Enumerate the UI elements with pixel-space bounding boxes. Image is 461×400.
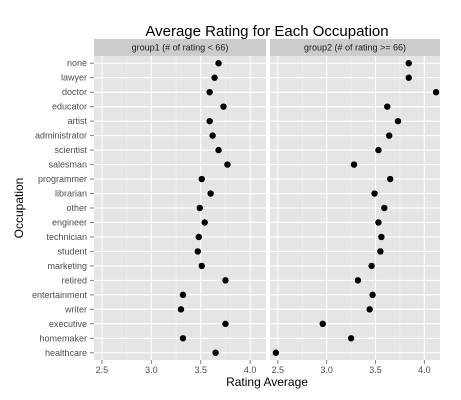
y-tick-label: marketing — [47, 261, 87, 271]
panels: group1 (# of rating < 66) group2 (# of ra… — [94, 39, 440, 360]
data-point — [350, 161, 358, 168]
x-axis-title: Rating Average — [226, 375, 308, 389]
y-tick-label: retired — [61, 275, 87, 285]
y-tick-label: educator — [52, 102, 87, 112]
panel-strip — [94, 39, 266, 56]
x-tick-label: 3.5 — [369, 365, 382, 375]
y-tick-label: programmer — [38, 174, 87, 184]
x-tick-label: 4.0 — [418, 365, 431, 375]
data-point — [375, 146, 382, 154]
data-point — [222, 320, 229, 328]
x-tick-label: 2.5 — [272, 365, 285, 375]
x-tick-label: 4.0 — [244, 365, 257, 375]
data-point — [206, 117, 213, 125]
data-point — [375, 219, 382, 226]
data-point — [215, 60, 222, 67]
y-axis-title: Occupation — [12, 178, 26, 239]
panel-2: group2 (# of rating >= 66) — [270, 39, 440, 360]
y-tick-label: librarian — [55, 189, 87, 199]
data-point — [222, 277, 229, 284]
data-point — [220, 103, 227, 110]
y-tick-label: doctor — [62, 87, 87, 97]
y-tick-label: other — [66, 203, 87, 213]
chart-title: Average Rating for Each Occupation — [145, 23, 388, 40]
data-point — [198, 175, 205, 183]
y-tick-label: executive — [49, 319, 87, 329]
y-tick-label: student — [57, 246, 87, 256]
data-point — [369, 291, 376, 299]
data-point — [196, 204, 203, 212]
data-point — [215, 146, 222, 154]
data-point — [201, 219, 208, 226]
y-tick-label: artist — [67, 116, 87, 126]
x-tick-label: 2.5 — [96, 365, 109, 375]
data-point — [211, 74, 218, 81]
data-point — [198, 262, 205, 270]
data-point — [224, 161, 231, 168]
data-point — [272, 349, 280, 356]
panel-strip-label: group2 (# of rating >= 66) — [304, 43, 406, 53]
data-point — [381, 204, 388, 212]
x-tick-label: 3.0 — [320, 365, 333, 375]
data-point — [319, 320, 326, 328]
panel-strip — [270, 39, 440, 56]
y-tick-label: entertainment — [32, 290, 88, 300]
data-point — [179, 291, 187, 299]
panel-strip-label: group1 (# of rating < 66) — [132, 43, 229, 53]
y-tick-label: lawyer — [61, 73, 87, 83]
y-tick-label: writer — [64, 304, 87, 314]
data-point — [177, 306, 185, 313]
data-point — [405, 74, 412, 81]
data-point — [368, 262, 375, 270]
y-tick-label: engineer — [52, 217, 87, 227]
data-point — [385, 132, 393, 139]
data-point — [432, 88, 440, 96]
data-point — [405, 60, 412, 67]
data-point — [377, 248, 384, 255]
y-tick-label: none — [67, 58, 87, 68]
x-tick-label: 3.0 — [145, 365, 158, 375]
x-tick-label: 3.5 — [195, 365, 208, 375]
x-tick-labels: 2.5 3.0 3.5 4.0 2.5 3.0 3.5 4.0 — [96, 360, 431, 375]
data-point — [179, 335, 187, 342]
data-point — [195, 233, 202, 241]
data-point — [371, 190, 378, 197]
data-point — [347, 335, 355, 342]
data-point — [366, 306, 373, 313]
data-point — [354, 277, 362, 284]
y-tick-label: salesman — [48, 160, 87, 170]
data-point — [212, 349, 219, 356]
panel-1: group1 (# of rating < 66) — [94, 39, 266, 360]
y-tick-labels: none lawyer doctor educator artist administra… — [32, 58, 94, 358]
y-tick-label: administrator — [35, 131, 87, 141]
data-point — [194, 248, 201, 255]
data-point — [209, 132, 216, 139]
data-point — [207, 190, 214, 197]
y-tick-label: homemaker — [39, 333, 87, 343]
data-point — [384, 103, 391, 110]
y-tick-label: technician — [46, 232, 87, 242]
y-tick-label: scientist — [54, 145, 87, 155]
data-point — [206, 88, 213, 96]
data-point — [378, 233, 385, 241]
data-point — [394, 117, 402, 125]
y-tick-label: healthcare — [45, 348, 87, 358]
data-point — [386, 175, 394, 183]
